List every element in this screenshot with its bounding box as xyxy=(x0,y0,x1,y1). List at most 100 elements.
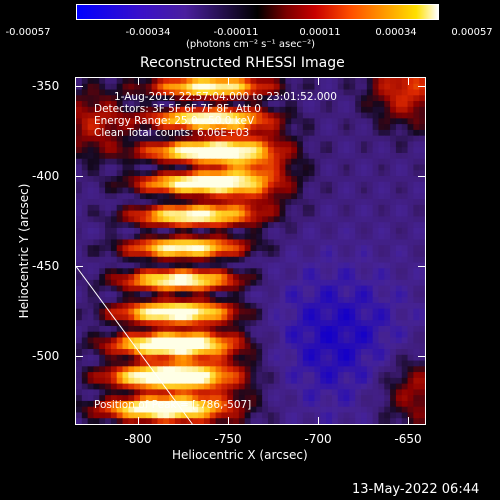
heatmap-cell xyxy=(76,297,83,304)
heatmap-cell xyxy=(128,135,135,143)
heatmap-cell xyxy=(139,147,147,154)
heatmap-cell xyxy=(372,400,380,408)
heatmap-cell xyxy=(372,101,380,108)
heatmap-cell xyxy=(401,83,409,91)
heatmap-cell xyxy=(180,135,188,143)
heatmap-cell xyxy=(93,222,100,229)
heatmap-cell xyxy=(145,377,153,385)
heatmap-cell xyxy=(203,89,211,96)
heatmap-cell xyxy=(192,256,199,264)
heatmap-cell xyxy=(87,78,95,85)
heatmap-cell xyxy=(198,83,205,91)
heatmap-cell xyxy=(76,129,83,137)
heatmap-cell xyxy=(76,152,83,160)
heatmap-cell xyxy=(372,279,380,287)
heatmap-cell xyxy=(384,124,391,131)
heatmap-cell xyxy=(331,129,339,137)
heatmap-cell xyxy=(343,279,350,287)
heatmap-cell xyxy=(250,360,257,367)
heatmap-cell xyxy=(87,95,95,102)
heatmap-cell xyxy=(279,320,286,327)
heatmap-cell xyxy=(419,152,425,160)
heatmap-cell xyxy=(337,170,345,177)
heatmap-cell xyxy=(87,256,95,264)
heatmap-cell xyxy=(267,256,275,264)
heatmap-cell xyxy=(227,337,234,344)
heatmap-cell xyxy=(174,349,182,356)
heatmap-cell xyxy=(116,262,124,269)
heatmap-cell xyxy=(285,106,292,114)
heatmap-cell xyxy=(407,349,414,356)
heatmap-cell xyxy=(110,285,118,292)
heatmap-cell xyxy=(343,395,350,402)
heatmap-cell xyxy=(93,274,100,281)
heatmap-cell xyxy=(221,302,228,310)
heatmap-cell xyxy=(192,372,199,379)
heatmap-cell xyxy=(192,343,199,350)
heatmap-cell xyxy=(378,285,385,292)
heatmap-cell xyxy=(407,147,414,154)
heatmap-cell xyxy=(198,95,205,102)
heatmap-cell xyxy=(221,176,228,183)
heatmap-cell xyxy=(378,279,385,287)
heatmap-cell xyxy=(244,331,252,339)
heatmap-cell xyxy=(180,193,188,200)
heatmap-cell xyxy=(320,129,327,137)
heatmap-cell xyxy=(203,233,211,241)
heatmap-cell xyxy=(215,141,223,148)
heatmap-cell xyxy=(273,256,281,264)
heatmap-cell xyxy=(320,78,327,85)
heatmap-cell xyxy=(297,118,304,125)
heatmap-cell xyxy=(99,337,106,344)
heatmap-cell xyxy=(250,83,257,91)
heatmap-cell xyxy=(215,187,223,194)
heatmap-cell xyxy=(366,112,374,119)
heatmap-cell xyxy=(250,222,257,229)
heatmap-cell xyxy=(145,360,153,367)
heatmap-cell xyxy=(401,337,409,344)
colorbar-tick-label: 0.00057 xyxy=(451,27,493,38)
heatmap-cell xyxy=(297,337,304,344)
heatmap-cell xyxy=(157,418,164,424)
heatmap-cell xyxy=(279,101,286,108)
heatmap-cell xyxy=(407,395,414,402)
heatmap-cell xyxy=(366,279,374,287)
heatmap-cell xyxy=(308,112,316,119)
heatmap-cell xyxy=(110,245,118,252)
heatmap-cell xyxy=(93,360,100,367)
heatmap-cell xyxy=(331,118,339,125)
heatmap-cell xyxy=(285,383,292,390)
heatmap-cell xyxy=(256,331,263,339)
heatmap-cell xyxy=(186,256,193,264)
heatmap-cell xyxy=(157,141,164,148)
heatmap-cell xyxy=(267,83,275,91)
heatmap-cell xyxy=(401,222,409,229)
heatmap-cell xyxy=(233,291,240,298)
heatmap-cell xyxy=(198,274,205,281)
heatmap-cell xyxy=(401,112,409,119)
heatmap-cell xyxy=(180,141,188,148)
heatmap-cell xyxy=(203,83,211,91)
heatmap-cell xyxy=(297,372,304,379)
heatmap-cell xyxy=(337,106,345,114)
heatmap-cell xyxy=(291,227,298,235)
heatmap-cell xyxy=(273,199,281,206)
heatmap-cell xyxy=(110,112,118,119)
heatmap-cell xyxy=(308,124,316,131)
heatmap-cell xyxy=(157,199,164,206)
heatmap-cell xyxy=(122,239,129,246)
heatmap-cell xyxy=(221,372,228,379)
heatmap-cell xyxy=(419,331,425,339)
heatmap-cell xyxy=(192,354,199,362)
heatmap-cell xyxy=(372,302,380,310)
heatmap-cell xyxy=(209,124,217,131)
heatmap-cell xyxy=(139,285,147,292)
heatmap-cell xyxy=(169,354,176,362)
heatmap-cell xyxy=(355,308,362,316)
heatmap-cell xyxy=(163,366,170,373)
heatmap-cell xyxy=(390,274,397,281)
heatmap-cell xyxy=(349,233,356,241)
heatmap-cell xyxy=(297,274,304,281)
heatmap-cell xyxy=(401,176,409,183)
heatmap-cell xyxy=(157,395,164,402)
